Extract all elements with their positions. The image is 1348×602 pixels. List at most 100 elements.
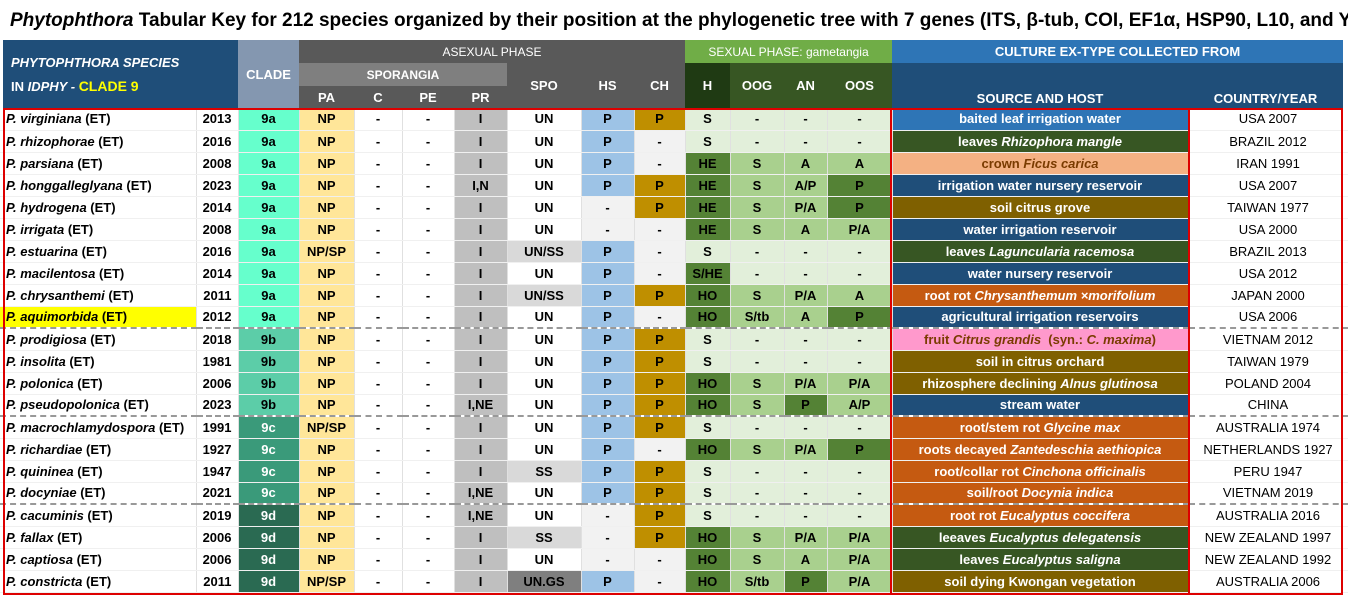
c-cell: - [354,415,403,439]
clade-cell: 9a [238,284,300,307]
country-year-cell: BRAZIL 2012 [1188,130,1348,153]
asexual-phase-header: ASEXUAL PHASE [299,40,685,63]
pr-cell: I [454,196,508,219]
pe-cell: - [402,415,455,439]
oog-cell: - [730,262,785,285]
oos-cell: - [827,130,893,153]
spo-cell: UN [507,196,582,219]
source-text: Zantedeschia aethiopica [1010,441,1162,457]
c-cell: - [354,327,403,351]
oos-cell: - [827,482,893,505]
source-text: Chrysanthemum ×morifolium [974,287,1156,303]
hs-cell: P [581,262,635,285]
ex-type-mark: (ET) [65,353,95,369]
clade-cell: 9c [238,415,300,439]
oog-cell: - [730,108,785,131]
source-host-cell: root rot Eucalyptus coccifera [892,503,1189,527]
pe-cell: - [402,174,455,197]
source-text: Rhizophora mangle [1001,133,1122,149]
source-text: Cinchona officinalis [1022,463,1146,479]
table-row: P. rhizophorae (ET) 2016 9a NP - - I UN P - S - - - le… [0,130,1348,153]
species-name: P. aquimorbida (ET) [0,306,197,329]
country-year-cell: VIETNAM 2019 [1188,482,1348,505]
clade-cell: 9c [238,482,300,505]
pa-cell: NP [299,327,355,351]
ch-cell: - [634,570,686,593]
oos-cell: - [827,415,893,439]
table-row: P. honggalleglyana (ET) 2023 9a NP - - I,N UN P P… [0,174,1348,197]
pa-cell: NP/SP [299,415,355,439]
hs-cell: P [581,152,635,175]
pa-cell: NP [299,130,355,153]
pe-cell: - [402,350,455,373]
h-cell: HO [685,284,731,307]
year-cell: 2013 [196,108,239,131]
species-name: P. parsiana (ET) [0,152,197,175]
clade-cell: 9a [238,196,300,219]
source-host-cell: soil dying Kwongan vegetation [892,570,1189,593]
c-cell: - [354,394,403,417]
pa-cell: NP [299,548,355,571]
source-host-cell: leaves Laguncularia racemosa [892,240,1189,263]
species-name: P. estuarina (ET) [0,240,197,263]
oog-cell: S [730,196,785,219]
source-text: water irrigation reservoir [963,221,1117,237]
species-name: P. constricta (ET) [0,570,197,593]
pa-cell: NP [299,196,355,219]
pa-cell: NP [299,218,355,241]
table-row: P. insolita (ET) 1981 9b NP - - I UN P P S - - - soil … [0,350,1348,373]
spo-cell: UN [507,415,582,439]
table-row: P. macilentosa (ET) 2014 9a NP - - I UN P - S/HE - -… [0,262,1348,285]
oos-cell: P [827,174,893,197]
ch-cell: P [634,327,686,351]
ex-type-mark: (ET) [72,551,102,567]
an-cell: - [784,327,828,351]
species-name: P. pseudopolonica (ET) [0,394,197,417]
species-name: P. macilentosa (ET) [0,262,197,285]
table-row: P. richardiae (ET) 1927 9c NP - - I UN P - HO S P/A P… [0,438,1348,461]
oog-cell: S [730,438,785,461]
country-year-cell: AUSTRALIA 1974 [1188,415,1348,439]
year-cell: 2008 [196,152,239,175]
source-text: crown [981,155,1024,171]
clade-cell: 9c [238,460,300,483]
pa-cell: NP/SP [299,240,355,263]
ex-type-mark: (ET) [86,331,116,347]
pe-cell: - [402,306,455,329]
oog-cell: S [730,372,785,395]
pe-cell: - [402,372,455,395]
an-cell: - [784,482,828,505]
table-row: P. virginiana (ET) 2013 9a NP - - I UN P P S - - - bai… [0,108,1348,131]
spo-cell: UN.GS [507,570,582,593]
source-host-cell: roots decayed Zantedeschia aethiopica [892,438,1189,461]
ex-type-mark: (ET) [122,177,152,193]
table-row: P. cacuminis (ET) 2019 9d NP - - I,NE UN - P S - - - r… [0,503,1348,527]
source-text: soil in citrus orchard [975,353,1105,369]
clade-cell: 9a [238,240,300,263]
pe-header: PE [402,86,454,108]
pe-cell: - [402,196,455,219]
spo-header: SPO [507,63,581,108]
species-table: P. virginiana (ET) 2013 9a NP - - I UN P P S - - - bai… [0,108,1348,593]
spo-cell: UN [507,262,582,285]
country-year-cell: CHINA [1188,394,1348,417]
ch-cell: - [634,306,686,329]
ex-type-mark: (ET) [53,529,83,545]
clade-cell: 9b [238,394,300,417]
pe-cell: - [402,240,455,263]
pr-cell: I [454,152,508,175]
year-cell: 2014 [196,262,239,285]
c-cell: - [354,108,403,131]
an-cell: - [784,240,828,263]
spo-cell: UN/SS [507,284,582,307]
ch-cell: P [634,372,686,395]
source-text: (syn.: [1041,331,1087,347]
table-row: P. aquimorbida (ET) 2012 9a NP - - I UN P - HO S/tb… [0,306,1348,329]
pr-cell: I,N [454,174,508,197]
c-cell: - [354,548,403,571]
an-cell: - [784,460,828,483]
oos-cell: - [827,108,893,131]
clade-cell: 9a [238,218,300,241]
spo-cell: SS [507,460,582,483]
